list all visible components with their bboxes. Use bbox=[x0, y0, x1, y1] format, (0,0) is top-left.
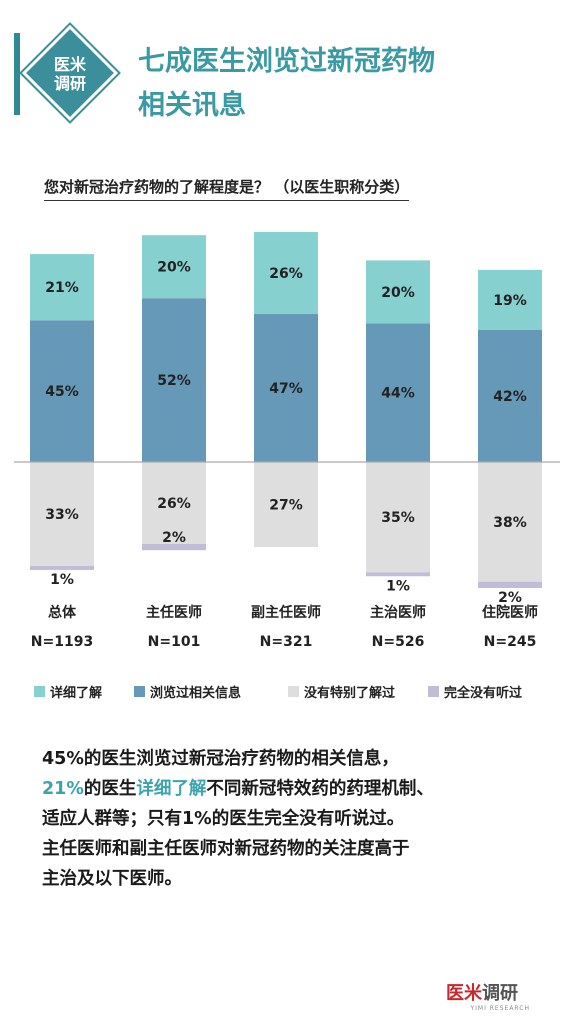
bar-value-label: 1% bbox=[50, 572, 74, 588]
page-title-line-1: 七成医生浏览过新冠药物 bbox=[138, 46, 435, 77]
legend-label: 浏览过相关信息 bbox=[150, 686, 242, 701]
legend-item: 浏览过相关信息 bbox=[134, 682, 241, 701]
bar-segment bbox=[142, 462, 206, 544]
badge-accent-bar bbox=[14, 33, 20, 115]
summary-line-4: 主任医师和副主任医师对新冠药物的关注度高于 bbox=[42, 839, 410, 859]
category-label: 主任医师 bbox=[146, 604, 202, 621]
sample-size-label: N=1193 bbox=[31, 634, 93, 650]
sample-size-label: N=321 bbox=[260, 634, 313, 650]
bar-value-label: 27% bbox=[269, 498, 303, 514]
bar-segment bbox=[478, 462, 542, 582]
bar-segment bbox=[478, 269, 542, 330]
bar-segment bbox=[254, 232, 318, 314]
summary-line-2-b: 不同新冠特效药的药理机制、 bbox=[206, 779, 434, 799]
legend-swatch bbox=[34, 686, 45, 697]
summary-line-1: 45%的医生浏览过新冠治疗药物的相关信息， bbox=[42, 749, 399, 769]
summary-line-3: 适应人群等；只有1%的医生完全没有听说过。 bbox=[42, 809, 405, 829]
brand-badge: 医米 调研 bbox=[14, 24, 119, 122]
summary-highlight-percent: 21% bbox=[42, 779, 84, 799]
bar-value-label: 26% bbox=[269, 266, 303, 282]
legend-label: 详细了解 bbox=[50, 686, 103, 701]
bar-value-label: 20% bbox=[157, 260, 191, 276]
legend-item: 详细了解 bbox=[34, 682, 102, 701]
legend-item: 完全没有听过 bbox=[428, 682, 522, 701]
bar-segment bbox=[366, 462, 430, 573]
summary-highlight-detailed: 详细了解 bbox=[136, 779, 207, 799]
bar-value-label: 35% bbox=[381, 510, 415, 526]
bar-value-label: 33% bbox=[45, 507, 79, 523]
logo-part-2: 调研 bbox=[482, 983, 518, 1004]
bar-segment bbox=[366, 260, 430, 324]
bar-value-label: 52% bbox=[157, 373, 191, 389]
bar-segment bbox=[142, 543, 206, 551]
bar-segment bbox=[366, 572, 430, 577]
summary-line-2-a: 的医生 bbox=[83, 779, 137, 799]
category-label: 总体 bbox=[48, 604, 77, 621]
bar-segment bbox=[478, 581, 542, 588]
bar-value-label: 42% bbox=[493, 389, 527, 405]
logo-wordmark: 医米调研 bbox=[446, 984, 538, 1004]
bar-value-label: 1% bbox=[386, 578, 410, 594]
bar-value-label: 2% bbox=[162, 530, 186, 546]
bar-segment bbox=[142, 298, 206, 462]
bar-value-label: 45% bbox=[45, 384, 79, 400]
badge-line-2: 调研 bbox=[53, 74, 86, 93]
badge-line-1: 医米 bbox=[53, 55, 86, 74]
category-label: 主治医师 bbox=[370, 604, 426, 621]
page-title: 七成医生浏览过新冠药物 相关讯息 bbox=[138, 40, 558, 128]
badge-text: 医米 调研 bbox=[36, 55, 104, 93]
bar-segment bbox=[254, 462, 318, 548]
bar-segment bbox=[254, 313, 318, 462]
sample-size-label: N=101 bbox=[148, 634, 201, 650]
bar-segment bbox=[478, 329, 542, 462]
chart-legend: 详细了解 浏览过相关信息 没有特别了解过 完全没有听过 bbox=[30, 682, 570, 702]
logo-subtext: YIMI RESEARCH bbox=[470, 1005, 530, 1012]
bar-value-label: 2% bbox=[498, 590, 522, 606]
category-label: 住院医师 bbox=[482, 604, 538, 621]
legend-label: 没有特别了解过 bbox=[304, 686, 396, 701]
bar-value-label: 26% bbox=[157, 496, 191, 512]
bar-value-label: 21% bbox=[45, 280, 79, 296]
legend-label: 完全没有听过 bbox=[444, 686, 523, 701]
bar-segment bbox=[30, 254, 94, 321]
legend-swatch bbox=[134, 686, 145, 697]
bar-segment bbox=[366, 323, 430, 462]
bar-segment bbox=[30, 320, 94, 462]
legend-swatch bbox=[428, 686, 439, 697]
sample-size-label: N=526 bbox=[372, 634, 425, 650]
logo-part-1: 医米 bbox=[446, 983, 482, 1004]
bar-segment bbox=[30, 565, 94, 570]
summary-line-2: 21%的医生详细了解不同新冠特效药的药理机制、 bbox=[42, 774, 562, 804]
bar-segment bbox=[142, 235, 206, 299]
summary-line-5: 主治及以下医师。 bbox=[42, 869, 182, 889]
sample-size-label: N=245 bbox=[484, 634, 537, 650]
bar-segment bbox=[30, 462, 94, 566]
footer-logo: 医米调研 YIMI RESEARCH bbox=[446, 984, 538, 1016]
bar-value-label: 20% bbox=[381, 285, 415, 301]
bar-value-label: 44% bbox=[381, 386, 415, 402]
bar-value-label: 19% bbox=[493, 293, 527, 309]
legend-swatch bbox=[288, 686, 299, 697]
legend-item: 没有特别了解过 bbox=[288, 682, 395, 701]
page-title-line-2: 相关讯息 bbox=[138, 90, 246, 121]
survey-question: 您对新冠治疗药物的了解程度是？ （以医生职称分类） bbox=[44, 176, 410, 201]
summary-text: 45%的医生浏览过新冠治疗药物的相关信息， 21%的医生详细了解不同新冠特效药的… bbox=[42, 744, 562, 894]
diverging-stacked-bar-chart: 45% 21% 33% 1% 总体 N=1193 52% 20% 26% 2% 主任医师 N=101 4… bbox=[14, 232, 560, 650]
category-label: 副主任医师 bbox=[251, 604, 321, 621]
bar-value-label: 38% bbox=[493, 515, 527, 531]
bar-value-label: 47% bbox=[269, 381, 303, 397]
